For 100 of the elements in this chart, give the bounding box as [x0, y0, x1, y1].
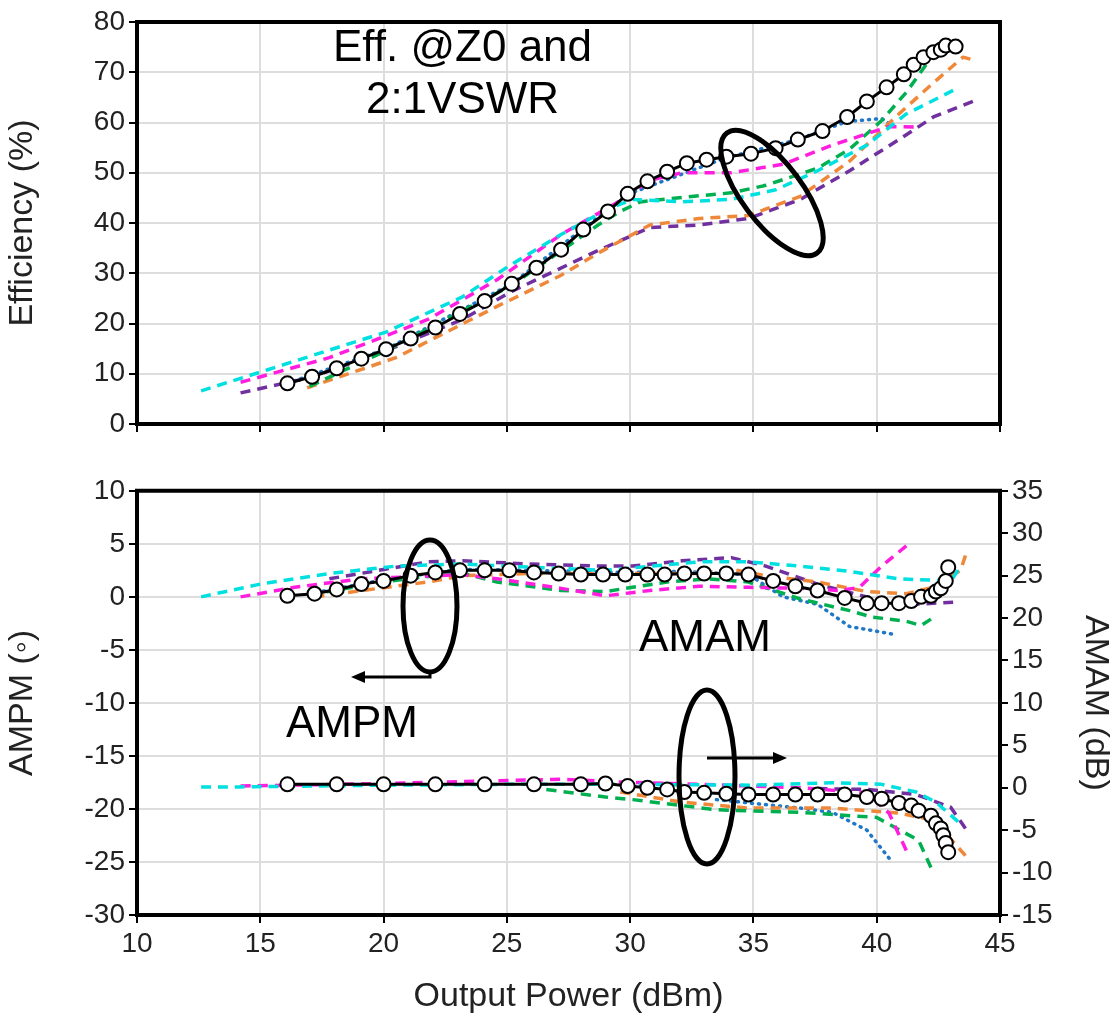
point — [678, 155, 695, 172]
point — [858, 93, 875, 110]
point — [353, 350, 370, 367]
point — [617, 566, 634, 583]
y-tick-label: -10 — [84, 685, 125, 717]
point — [375, 776, 392, 793]
x-axis-title: Output Power (dBm) — [413, 974, 724, 1013]
y-tick-label: -5 — [100, 632, 125, 664]
point — [476, 776, 493, 793]
point — [452, 305, 469, 322]
point — [328, 776, 345, 793]
point — [427, 564, 444, 581]
point — [858, 595, 875, 612]
annotation: Eff. @Z0 and 2:1VSWR — [331, 20, 594, 124]
y-axis-title: AMPM (◦) — [0, 629, 39, 776]
y-tick-label: -15 — [84, 738, 125, 770]
point — [809, 786, 826, 803]
point — [809, 582, 826, 599]
point — [375, 572, 392, 589]
point — [476, 292, 493, 309]
line-series — [544, 787, 933, 870]
point — [476, 562, 493, 579]
point — [328, 360, 345, 377]
point — [619, 778, 636, 795]
point — [947, 38, 964, 55]
y2-tick-label: 30 — [1012, 515, 1044, 547]
y-tick-label: 10 — [93, 356, 125, 388]
point — [550, 565, 567, 582]
point — [740, 566, 757, 583]
point — [878, 79, 895, 96]
point — [656, 566, 673, 583]
x-tick-label: 15 — [244, 926, 276, 958]
y-tick-label: 30 — [93, 255, 125, 287]
point — [696, 565, 713, 582]
point — [814, 123, 831, 140]
point — [528, 259, 545, 276]
point — [910, 802, 927, 819]
y-tick-label: -30 — [84, 897, 125, 929]
point — [740, 786, 757, 803]
y-tick-label: 80 — [93, 4, 125, 36]
y-tick-label: 0 — [109, 579, 125, 611]
y2-tick-label: 20 — [1012, 600, 1044, 632]
y2-tick-label: -5 — [1012, 812, 1037, 844]
point — [836, 589, 853, 606]
point — [787, 578, 804, 595]
point — [279, 375, 296, 392]
y2-tick-label: -15 — [1012, 897, 1053, 929]
point — [895, 66, 912, 83]
point — [839, 108, 856, 125]
x-tick-label: 30 — [614, 926, 646, 958]
point — [940, 844, 957, 861]
point — [639, 173, 656, 190]
line-series — [238, 777, 909, 853]
x-tick-label: 25 — [491, 926, 523, 958]
point — [696, 784, 713, 801]
point — [304, 368, 321, 385]
point — [619, 185, 636, 202]
y-axis-title: Efficiency (%) — [0, 119, 39, 327]
point — [306, 585, 323, 602]
y-tick-label: 50 — [93, 155, 125, 187]
point — [328, 581, 345, 598]
point — [553, 241, 570, 258]
point — [427, 776, 444, 793]
y2-axis-title: AMAM (dB) — [1079, 615, 1118, 791]
point — [639, 779, 656, 796]
point — [890, 795, 907, 812]
point — [501, 562, 518, 579]
y-tick-label: 10 — [93, 473, 125, 505]
point — [858, 789, 875, 806]
point — [572, 776, 589, 793]
point — [279, 587, 296, 604]
point — [378, 341, 395, 358]
point — [353, 576, 370, 593]
point — [572, 566, 589, 583]
point — [937, 572, 954, 589]
point — [787, 786, 804, 803]
x-tick-label: 20 — [367, 926, 400, 958]
y2-tick-label: 35 — [1012, 473, 1044, 505]
point — [765, 786, 782, 803]
point — [503, 275, 520, 292]
point — [599, 203, 616, 220]
y-tick-label: 0 — [109, 406, 125, 438]
point — [742, 145, 759, 162]
point — [659, 163, 676, 180]
point — [279, 776, 296, 793]
y-tick-label: 60 — [93, 105, 125, 137]
point — [676, 565, 693, 582]
point — [595, 566, 612, 583]
annotation: AMPM — [285, 696, 419, 748]
point — [659, 781, 676, 798]
point — [718, 565, 735, 582]
line-series — [199, 560, 960, 599]
y2-tick-label: 15 — [1012, 643, 1044, 675]
point — [765, 572, 782, 589]
y-tick-label: 40 — [93, 205, 125, 237]
annotation: AMAM — [638, 610, 772, 662]
point — [698, 151, 715, 168]
point — [575, 221, 592, 238]
x-tick-label: 45 — [984, 926, 1016, 958]
y-tick-label: -25 — [84, 844, 125, 876]
